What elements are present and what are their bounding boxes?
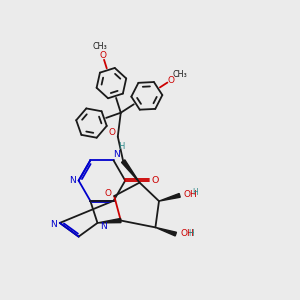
- Polygon shape: [122, 160, 140, 183]
- Text: CH₃: CH₃: [172, 70, 187, 79]
- Text: OH: OH: [184, 190, 198, 199]
- Text: O: O: [168, 76, 175, 85]
- Text: O: O: [152, 176, 159, 185]
- Text: H: H: [118, 142, 124, 152]
- Polygon shape: [159, 194, 180, 201]
- Text: O: O: [109, 128, 116, 137]
- Polygon shape: [155, 227, 176, 236]
- Text: H: H: [192, 188, 197, 197]
- Text: N: N: [69, 176, 75, 185]
- Text: CH₃: CH₃: [92, 42, 107, 51]
- Text: O: O: [99, 51, 106, 60]
- Text: O: O: [105, 189, 112, 198]
- Polygon shape: [98, 218, 121, 223]
- Text: H: H: [188, 229, 194, 238]
- Text: OH: OH: [180, 229, 194, 238]
- Text: N: N: [50, 220, 57, 229]
- Text: N: N: [100, 222, 106, 231]
- Text: N: N: [113, 150, 120, 159]
